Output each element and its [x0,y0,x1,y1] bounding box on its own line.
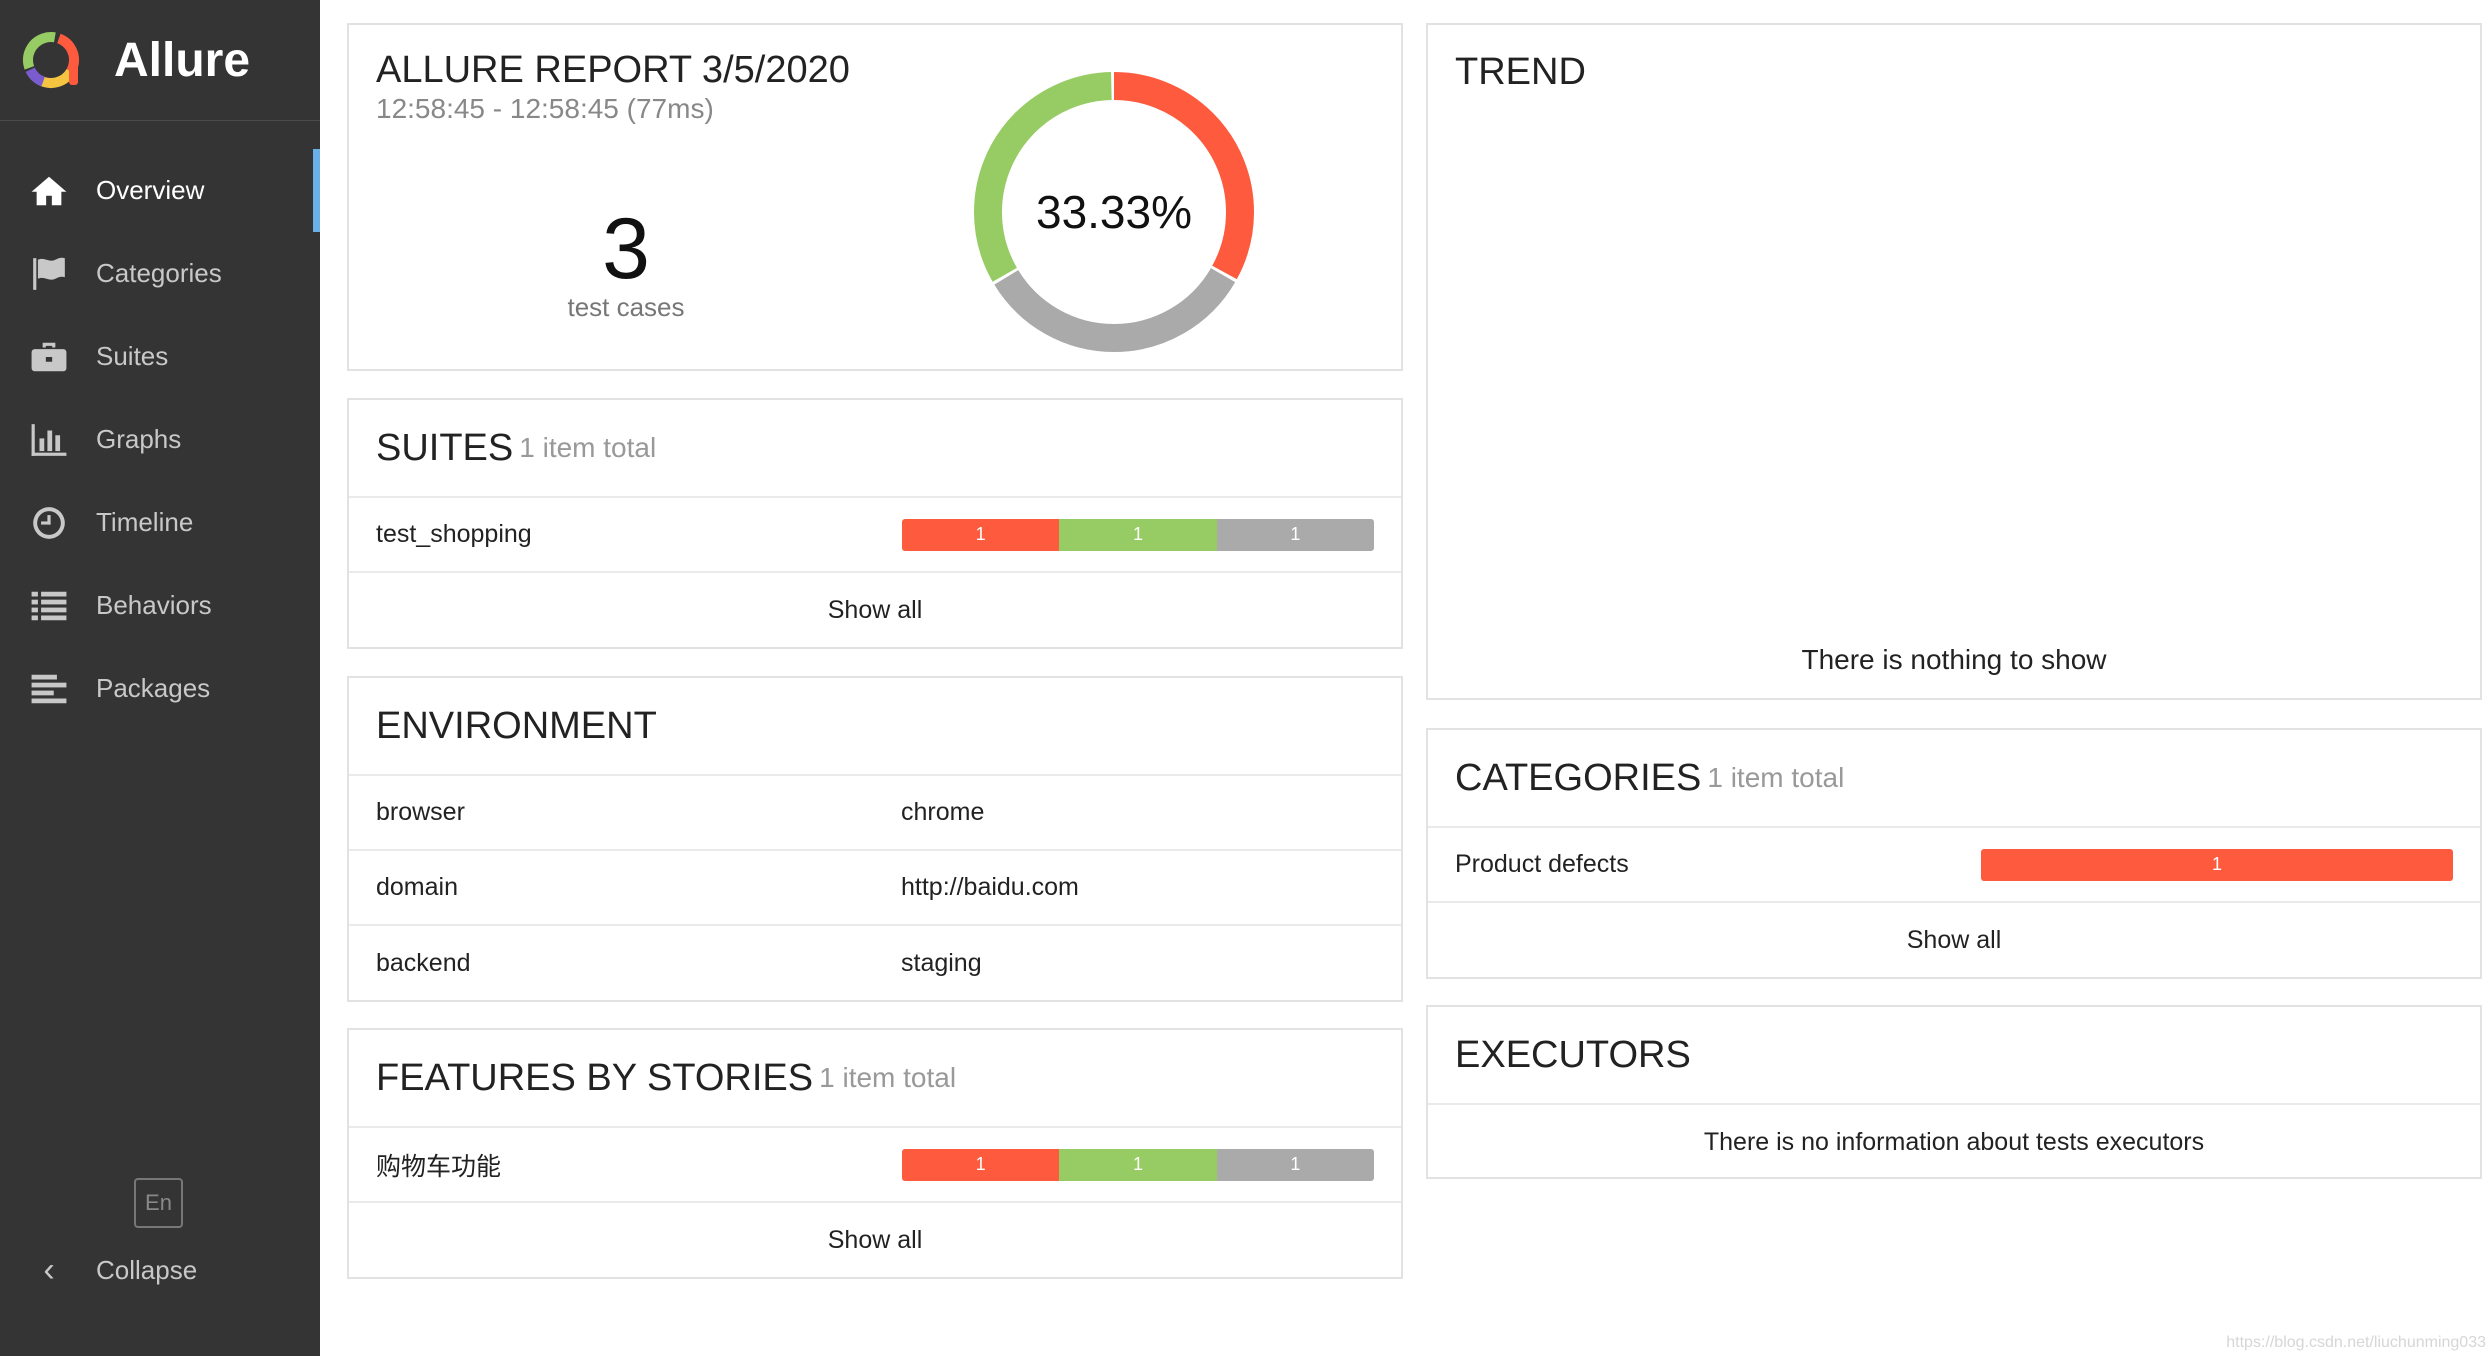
suites-header[interactable]: SUITES 1 item total [349,400,1401,498]
category-status-bar[interactable]: 1 [1981,848,2453,881]
features-show-all-link[interactable]: Show all [827,1226,923,1254]
suites-count: 1 item total [519,432,657,463]
report-title: ALLURE REPORT 3/5/2020 [376,49,850,91]
sidebar-item-label: Behaviors [96,590,212,620]
categories-header[interactable]: CATEGORIES 1 item total [1428,730,2480,828]
list-icon [28,585,70,627]
suites-widget: SUITES 1 item total test_shopping 1 1 1 … [347,398,1403,649]
environment-title: ENVIRONMENT [376,704,657,747]
brand[interactable]: Allure [0,0,320,121]
env-row: domain http://baidu.com [349,851,1401,926]
sidebar-item-categories[interactable]: Categories [0,232,320,315]
allure-logo-icon [23,32,79,88]
sidebar-item-label: Overview [96,175,205,205]
skipped-segment[interactable]: 1 [1216,518,1374,551]
features-widget: FEATURES BY STORIES 1 item total 购物车功能 1… [347,1028,1403,1279]
donut-passed-segment[interactable] [974,72,1254,352]
feature-name: 购物车功能 [376,1152,502,1181]
donut-skipped-segment[interactable] [974,72,1254,352]
executors-header: EXECUTORS [1428,1007,2480,1105]
sidebar: Allure Overview Categories Suites Graphs [0,0,320,1356]
collapse-button[interactable]: ‹ Collapse [28,1248,197,1292]
pass-percentage: 33.33% [1035,186,1192,238]
trend-widget: TREND There is nothing to show [1426,23,2482,700]
features-header[interactable]: FEATURES BY STORIES 1 item total [349,1030,1401,1128]
donut-failed-segment[interactable] [974,72,1254,352]
chevron-left-icon: ‹ [43,1250,55,1289]
trend-title: TREND [1455,51,1586,93]
sidebar-item-label: Categories [96,258,222,288]
suites-title: SUITES [376,426,514,469]
brand-name: Allure [114,33,251,87]
sidebar-item-packages[interactable]: Packages [0,647,320,730]
failed-segment[interactable]: 1 [1981,848,2453,881]
env-key: browser [376,798,465,826]
summary-widget: ALLURE REPORT 3/5/2020 12:58:45 - 12:58:… [347,23,1403,371]
env-value: staging [901,949,982,977]
features-title: FEATURES BY STORIES [376,1056,814,1099]
categories-show-all-link[interactable]: Show all [1906,926,2002,954]
watermark: https://blog.csdn.net/liuchunming033 [2226,1334,2486,1351]
executors-title: EXECUTORS [1455,1033,1691,1076]
categories-title: CATEGORIES [1455,756,1702,799]
skipped-segment[interactable]: 1 [1216,1148,1374,1181]
trend-empty-message: There is nothing to show [1801,644,2107,675]
suite-status-bar[interactable]: 1 1 1 [902,518,1374,551]
category-row[interactable]: Product defects 1 [1428,828,2480,903]
sidebar-item-overview[interactable]: Overview [0,149,320,232]
executors-empty-message: There is no information about tests exec… [1703,1128,2205,1156]
sidebar-nav: Overview Categories Suites Graphs Timeli… [0,149,320,730]
suite-name: test_shopping [376,520,532,548]
sidebar-item-label: Timeline [96,507,194,537]
home-icon [28,170,70,212]
env-value: chrome [901,798,985,826]
report-time: 12:58:45 - 12:58:45 (77ms) [376,93,714,124]
env-row: browser chrome [349,776,1401,851]
sidebar-item-graphs[interactable]: Graphs [0,398,320,481]
flag-icon [28,253,70,295]
sidebar-item-label: Suites [96,341,169,371]
passed-segment[interactable]: 1 [1059,518,1217,551]
env-row: backend staging [349,926,1401,1001]
align-left-icon [28,668,70,710]
feature-row[interactable]: 购物车功能 1 1 1 [349,1128,1401,1203]
sidebar-item-label: Graphs [96,424,182,454]
env-key: backend [376,949,471,977]
briefcase-icon [28,336,70,378]
bar-chart-icon [28,419,70,461]
suite-row[interactable]: test_shopping 1 1 1 [349,498,1401,573]
feature-status-bar[interactable]: 1 1 1 [902,1148,1374,1181]
categories-widget: CATEGORIES 1 item total Product defects … [1426,728,2482,979]
test-case-count: 3 [602,201,650,297]
categories-count: 1 item total [1707,762,1845,793]
passed-segment[interactable]: 1 [1059,1148,1217,1181]
language-button[interactable]: En [134,1178,183,1228]
failed-segment[interactable]: 1 [902,1148,1060,1181]
test-case-label: test cases [567,292,685,322]
clock-icon [28,502,70,544]
environment-header: ENVIRONMENT [349,678,1401,776]
environment-widget: ENVIRONMENT browser chrome domain http:/… [347,676,1403,1002]
sidebar-item-label: Packages [96,673,211,703]
sidebar-item-timeline[interactable]: Timeline [0,481,320,564]
env-value: http://baidu.com [901,873,1079,901]
collapse-label: Collapse [96,1254,198,1285]
sidebar-item-suites[interactable]: Suites [0,315,320,398]
env-key: domain [376,873,458,901]
status-donut-chart[interactable] [969,67,1259,357]
failed-segment[interactable]: 1 [902,518,1060,551]
sidebar-item-behaviors[interactable]: Behaviors [0,564,320,647]
trend-header: TREND [1428,25,2480,120]
executors-widget: EXECUTORS There is no information about … [1426,1005,2482,1179]
features-count: 1 item total [819,1062,957,1093]
suites-show-all-link[interactable]: Show all [827,596,923,624]
category-name: Product defects [1455,850,1629,878]
